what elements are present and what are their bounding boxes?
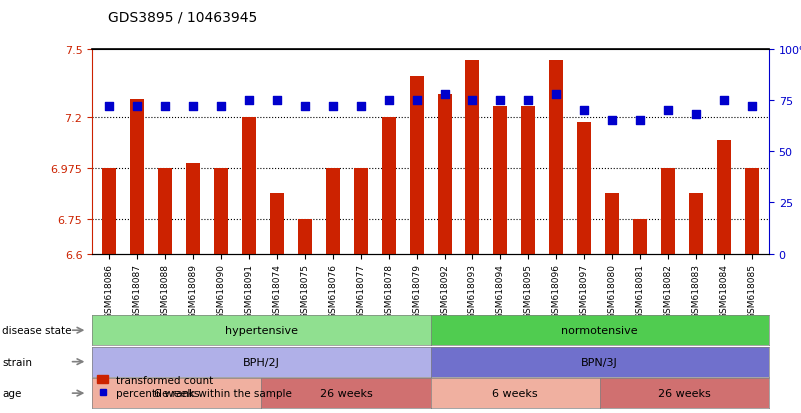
Bar	[521, 106, 535, 254]
Text: BPN/3J: BPN/3J	[582, 357, 618, 367]
Bar	[242, 118, 256, 254]
Bar	[270, 194, 284, 254]
Text: GDS3895 / 10463945: GDS3895 / 10463945	[108, 10, 257, 24]
Text: normotensive: normotensive	[562, 325, 638, 335]
Text: 6 weeks: 6 weeks	[493, 388, 538, 398]
Point	[746, 104, 759, 110]
Point	[634, 118, 646, 124]
Bar	[493, 106, 508, 254]
Bar	[186, 163, 199, 254]
Point	[298, 104, 311, 110]
Point	[438, 91, 451, 98]
Text: 26 weeks: 26 weeks	[658, 388, 710, 398]
Bar	[326, 169, 340, 254]
Point	[606, 118, 618, 124]
Text: hypertensive: hypertensive	[225, 325, 298, 335]
Point	[494, 97, 507, 104]
Text: BPH/2J: BPH/2J	[243, 357, 280, 367]
Point	[662, 108, 674, 114]
Bar	[102, 169, 116, 254]
Bar	[689, 194, 703, 254]
Bar	[381, 118, 396, 254]
Text: 26 weeks: 26 weeks	[320, 388, 372, 398]
Point	[690, 112, 702, 118]
Bar	[130, 100, 144, 254]
Text: strain: strain	[2, 357, 32, 367]
Point	[270, 97, 283, 104]
Point	[243, 97, 256, 104]
Text: disease state: disease state	[2, 325, 72, 335]
Bar	[634, 220, 647, 254]
Point	[187, 104, 199, 110]
Bar	[437, 95, 452, 254]
Bar	[745, 169, 759, 254]
Point	[718, 97, 731, 104]
Bar	[214, 169, 227, 254]
Bar	[662, 169, 675, 254]
Point	[103, 104, 115, 110]
Bar	[298, 220, 312, 254]
Point	[354, 104, 367, 110]
Point	[550, 91, 563, 98]
Bar	[578, 122, 591, 254]
Legend: transformed count, percentile rank within the sample: transformed count, percentile rank withi…	[98, 375, 292, 398]
Point	[410, 97, 423, 104]
Text: 6 weeks: 6 weeks	[154, 388, 199, 398]
Point	[522, 97, 535, 104]
Bar	[465, 61, 480, 254]
Bar	[606, 194, 619, 254]
Bar	[353, 169, 368, 254]
Point	[326, 104, 339, 110]
Bar	[409, 77, 424, 254]
Point	[466, 97, 479, 104]
Point	[382, 97, 395, 104]
Point	[131, 104, 143, 110]
Bar	[549, 61, 563, 254]
Bar	[717, 140, 731, 254]
Bar	[158, 169, 172, 254]
Point	[578, 108, 591, 114]
Point	[159, 104, 171, 110]
Point	[215, 104, 227, 110]
Text: age: age	[2, 388, 22, 398]
